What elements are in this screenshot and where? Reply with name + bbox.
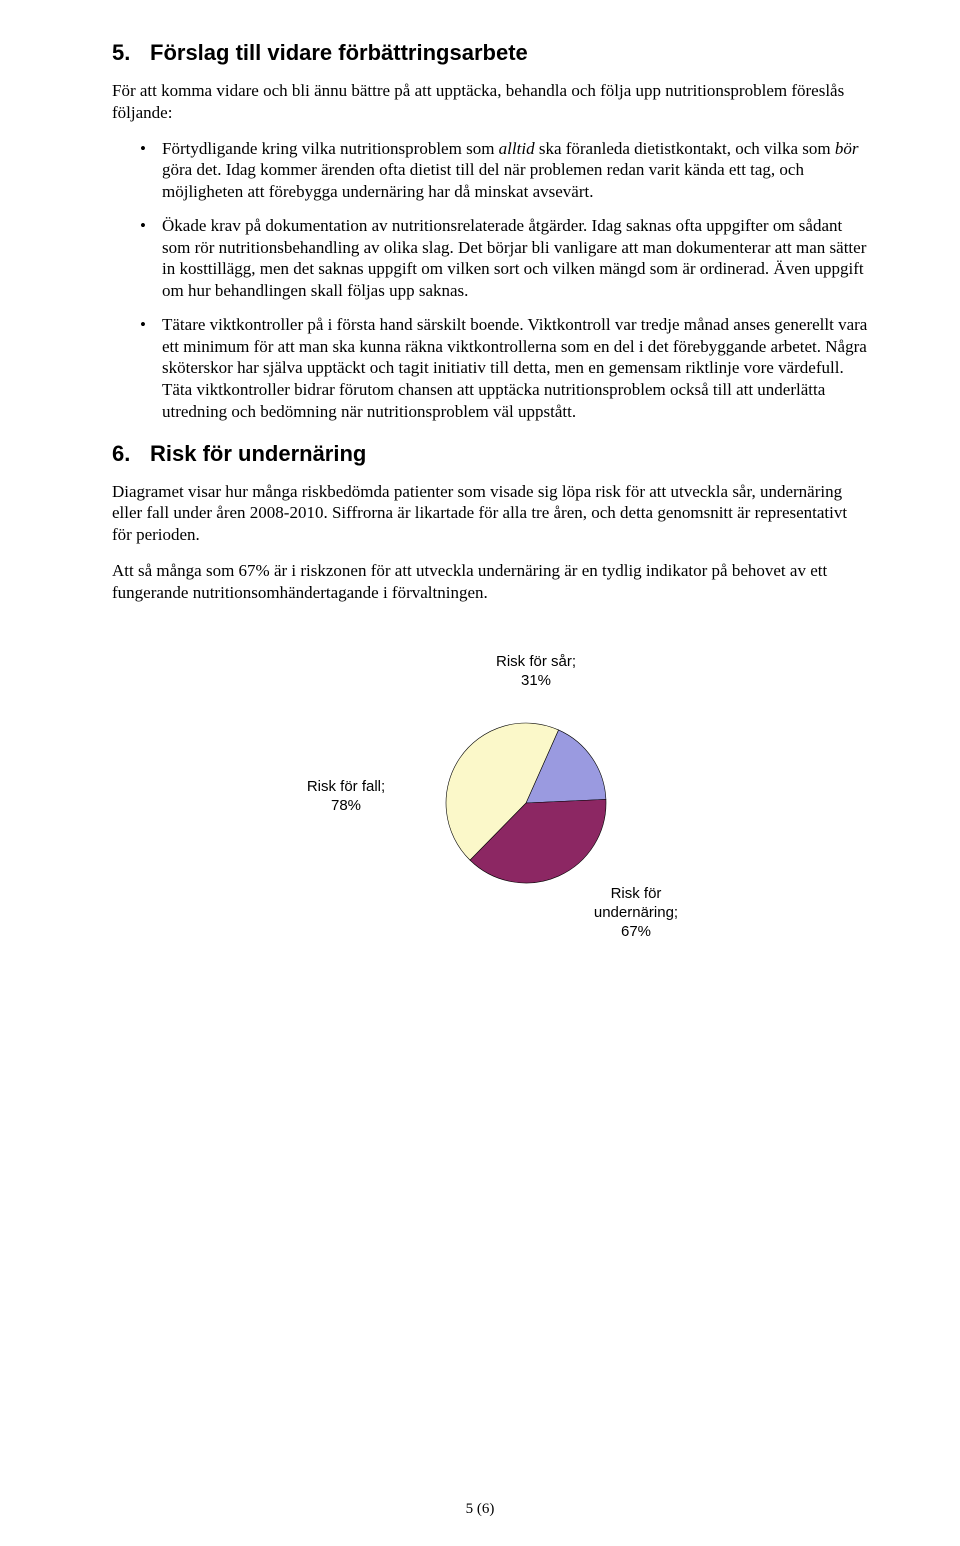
pie-svg-wrap — [441, 718, 611, 888]
section6-para1: Diagramet visar hur många riskbedömda pa… — [112, 481, 870, 546]
section6-heading: 6.Risk för undernäring — [112, 441, 870, 467]
section5-heading: 5.Förslag till vidare förbättringsarbete — [112, 40, 870, 66]
pie-label-sar-l1: Risk för sår; — [496, 653, 576, 670]
section5-lead: För att komma vidare och bli ännu bättre… — [112, 80, 870, 124]
bullet1-pre: Förtydligande kring vilka nutritionsprob… — [162, 139, 499, 158]
pie-label-und-l3: 67% — [621, 923, 651, 940]
section5-bullets: Förtydligande kring vilka nutritionsprob… — [112, 138, 870, 423]
page-footer: 5 (6) — [0, 1501, 960, 1518]
section5-title: Förslag till vidare förbättringsarbete — [150, 40, 528, 65]
bullet1-em2: bör — [835, 139, 859, 158]
pie-label-fall: Risk för fall; 78% — [286, 778, 406, 816]
list-item: Tätare viktkontroller på i första hand s… — [140, 314, 870, 423]
page: 5.Förslag till vidare förbättringsarbete… — [0, 0, 960, 1546]
pie-label-sar: Risk för sår; 31% — [476, 653, 596, 691]
list-item: Ökade krav på dokumentation av nutrition… — [140, 215, 870, 302]
bullet1-mid: ska föranleda dietistkontakt, och vilka … — [535, 139, 835, 158]
pie-label-und-l1: Risk för — [611, 885, 662, 902]
section6-title: Risk för undernäring — [150, 441, 366, 466]
pie-svg — [441, 718, 611, 888]
pie-label-sar-l2: 31% — [521, 672, 551, 689]
pie-label-fall-l1: Risk för fall; — [307, 778, 385, 795]
bullet1-em1: alltid — [499, 139, 535, 158]
pie-label-und-l2: undernäring; — [594, 904, 678, 921]
list-item: Förtydligande kring vilka nutritionsprob… — [140, 138, 870, 203]
section6-para2: Att så många som 67% är i riskzonen för … — [112, 560, 870, 604]
section6-number: 6. — [112, 441, 150, 467]
bullet2-text: Ökade krav på dokumentation av nutrition… — [162, 216, 866, 300]
risk-pie-chart: Risk för sår; 31% Risk för fall; 78% Ris… — [231, 633, 751, 963]
bullet3-text: Tätare viktkontroller på i första hand s… — [162, 315, 867, 421]
bullet1-post: göra det. Idag kommer ärenden ofta dieti… — [162, 160, 804, 201]
pie-label-fall-l2: 78% — [331, 797, 361, 814]
section5-number: 5. — [112, 40, 150, 66]
pie-label-undernaring: Risk för undernäring; 67% — [561, 885, 711, 941]
